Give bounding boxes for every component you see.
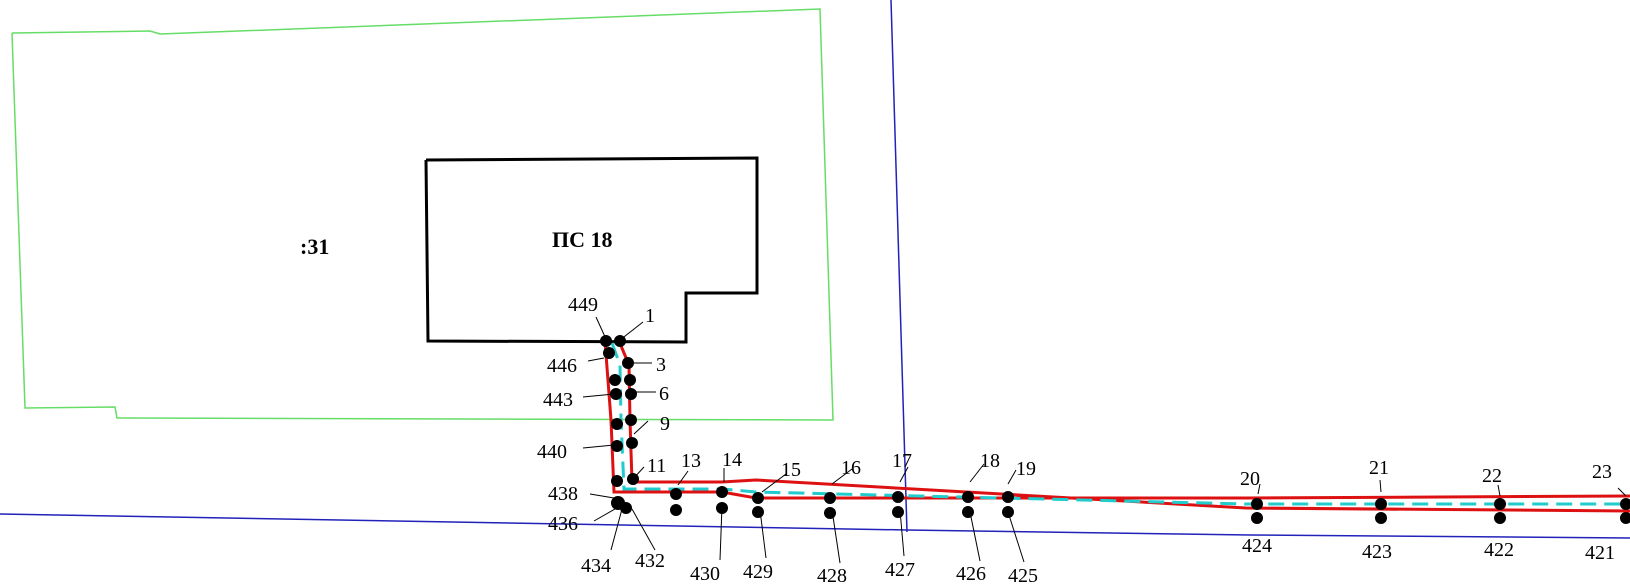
point-label-13: 13	[681, 450, 701, 472]
point-marker	[1375, 512, 1387, 524]
point-label-438: 438	[548, 483, 578, 505]
point-label-11: 11	[647, 455, 666, 477]
point-marker	[1251, 498, 1263, 510]
point-marker	[603, 347, 615, 359]
point-labels: 449 1 446 3 443 6 9 440 11 13 14 15 16 1…	[537, 294, 1615, 587]
point-marker	[1620, 498, 1630, 510]
point-label-443: 443	[543, 389, 573, 411]
point-marker	[1251, 512, 1263, 524]
point-label-434: 434	[581, 555, 611, 577]
point-label-429: 429	[743, 561, 773, 583]
point-label-16: 16	[841, 457, 861, 479]
point-marker	[626, 437, 638, 449]
point-label-426: 426	[956, 563, 986, 585]
point-marker	[670, 488, 682, 500]
point-label-14: 14	[722, 449, 742, 471]
point-marker	[962, 506, 974, 518]
point-label-425: 425	[1008, 565, 1038, 587]
point-label-15: 15	[781, 459, 801, 481]
parcel-label: :31	[300, 234, 329, 259]
point-marker	[1002, 506, 1014, 518]
parcel-31-boundary	[11, 8, 834, 421]
point-marker	[627, 473, 639, 485]
leader-lines	[582, 316, 1627, 564]
point-marker	[624, 374, 636, 386]
point-label-427: 427	[885, 559, 915, 581]
point-marker	[1002, 491, 1014, 503]
point-label-3: 3	[656, 354, 666, 376]
point-marker	[611, 418, 623, 430]
point-marker	[824, 492, 836, 504]
survey-points	[600, 335, 1630, 524]
point-marker	[1375, 498, 1387, 510]
point-label-440: 440	[537, 441, 567, 463]
point-marker	[1494, 512, 1506, 524]
point-label-428: 428	[817, 565, 847, 587]
point-label-449: 449	[568, 294, 598, 316]
point-marker	[622, 357, 634, 369]
route-boundary-outer	[603, 340, 1630, 500]
building-ps18-outline	[424, 156, 759, 344]
cadastral-line-bottom	[0, 513, 1630, 539]
point-marker	[625, 414, 637, 426]
point-label-421: 421	[1585, 542, 1615, 564]
point-label-430: 430	[690, 563, 720, 585]
point-marker	[824, 507, 836, 519]
point-label-1: 1	[645, 305, 655, 327]
point-marker	[962, 491, 974, 503]
point-marker	[752, 506, 764, 518]
point-label-18: 18	[980, 450, 1000, 472]
point-label-17: 17	[892, 450, 912, 472]
point-label-21: 21	[1369, 457, 1389, 479]
point-label-23: 23	[1592, 461, 1612, 483]
point-label-22: 22	[1482, 465, 1502, 487]
point-marker	[611, 475, 623, 487]
point-marker	[716, 486, 728, 498]
point-label-446: 446	[547, 355, 577, 377]
point-marker	[1620, 512, 1630, 524]
point-label-424: 424	[1242, 535, 1272, 557]
point-label-20: 20	[1240, 468, 1260, 490]
point-marker	[610, 388, 622, 400]
point-marker	[1494, 498, 1506, 510]
point-label-436: 436	[548, 513, 578, 535]
point-label-422: 422	[1484, 539, 1514, 561]
point-marker	[892, 506, 904, 518]
point-marker	[752, 492, 764, 504]
cadastral-line-vertical	[890, 0, 908, 533]
point-marker	[614, 335, 626, 347]
point-marker	[609, 374, 621, 386]
point-label-432: 432	[635, 550, 665, 572]
point-marker	[620, 502, 632, 514]
point-label-6: 6	[659, 383, 669, 405]
point-label-9: 9	[660, 413, 670, 435]
point-marker	[625, 388, 637, 400]
point-marker	[716, 502, 728, 514]
point-label-423: 423	[1362, 541, 1392, 563]
building-label: ПС 18	[552, 227, 613, 252]
point-marker	[611, 440, 623, 452]
point-marker	[892, 491, 904, 503]
point-marker	[670, 504, 682, 516]
point-marker	[600, 335, 612, 347]
point-label-19: 19	[1016, 458, 1036, 480]
